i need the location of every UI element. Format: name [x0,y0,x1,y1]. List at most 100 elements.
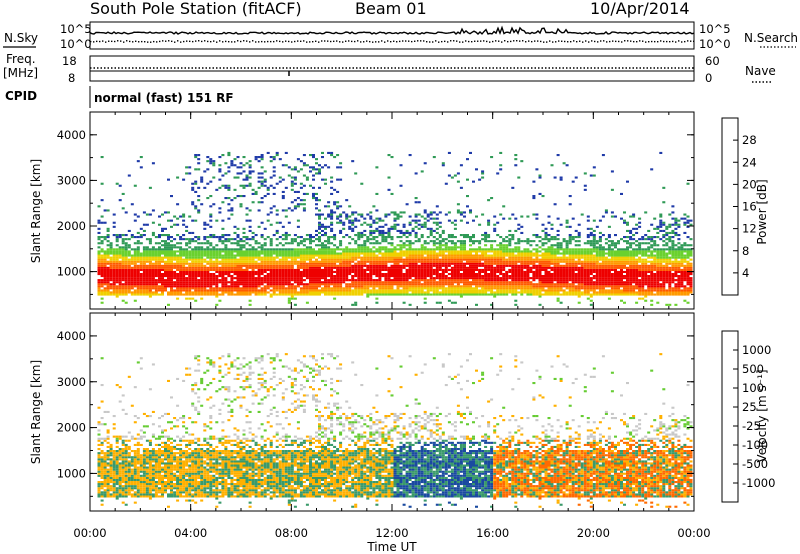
power-cell [263,275,267,278]
power-cell [520,277,524,280]
power-cell [170,293,173,296]
power-cell [481,275,485,278]
power-cell [447,246,451,249]
power-cell [490,275,494,278]
power-cell [109,270,113,273]
power-cell [170,225,173,228]
power-cell [221,287,225,290]
power-cell [109,266,113,269]
power-cell [514,248,518,251]
power-cell [318,209,321,212]
power-cell [405,236,409,239]
power-cell [200,287,204,290]
power-cell [161,268,164,271]
power-cell [360,279,364,282]
power-cell [257,270,261,273]
power-cell [293,238,297,241]
power-cell [429,217,433,220]
power-cell [272,170,276,173]
power-cell [556,287,560,290]
power-cell [429,283,433,286]
power-cell [103,221,107,224]
power-cell [236,195,240,198]
power-cell [170,258,173,261]
power-cell [302,273,306,276]
power-cell [553,262,557,265]
noise-marks [89,25,695,43]
power-cell [179,262,183,265]
power-cell [236,264,240,267]
power-cell [188,172,192,175]
power-cell [414,262,418,265]
power-cell [296,273,300,276]
power-cell [493,262,497,265]
power-cell [245,238,249,241]
power-cell [568,266,572,269]
power-cell [429,262,433,265]
power-cell [562,266,566,269]
power-cell [299,236,303,239]
power-cell [351,221,355,224]
power-cell [447,258,451,261]
power-cell [191,186,195,189]
power-cell [299,256,303,259]
power-cell [185,229,189,232]
power-cell [420,264,424,267]
power-cell [381,238,385,241]
nsearch-point [651,40,653,43]
power-cell [230,283,234,286]
power-cell [499,281,503,284]
power-cell [426,250,430,253]
power-cell [269,207,273,210]
power-cell [357,238,361,241]
power-cell [583,283,587,286]
power-cell [167,234,170,237]
power-cell [327,225,331,228]
power-cell [435,285,439,288]
power-cell [463,254,466,257]
power-cell [583,188,587,191]
power-cell [275,262,279,265]
power-cell [194,299,198,302]
power-cell [188,283,192,286]
power-cell [97,264,101,267]
power-cell [511,289,515,292]
power-cell [151,270,155,273]
power-cell [354,256,358,259]
power-cell [191,279,195,282]
nsearch-point [135,40,137,42]
power-cell [426,283,430,286]
power-cell [269,279,273,282]
power-cell [568,283,572,286]
power-cell [456,252,460,255]
power-cell [263,287,267,290]
power-cell [236,279,240,282]
power-cell [351,229,355,232]
power-cell [327,275,331,278]
power-cell [318,199,321,202]
power-cell [348,287,352,290]
power-cell [423,258,427,261]
power-cell [272,205,276,208]
power-cell [475,289,478,292]
power-cell [121,264,125,267]
power-cell [296,252,300,255]
power-cell [456,273,460,276]
power-cell [556,277,560,280]
power-cell [236,248,240,251]
power-cell [112,279,116,282]
power-cell [450,283,454,286]
power-cell [399,289,403,292]
power-cell [405,244,409,247]
power-cell [339,268,343,271]
nsearch-point [120,40,122,42]
power-cell [447,273,451,276]
nsearch-point [111,40,113,43]
power-cell [369,258,373,261]
power-cell [257,291,261,294]
power-cell [511,287,515,290]
power-cell [538,266,542,269]
power-cell [487,250,491,253]
power-cell [396,277,400,280]
power-cell [520,270,524,273]
